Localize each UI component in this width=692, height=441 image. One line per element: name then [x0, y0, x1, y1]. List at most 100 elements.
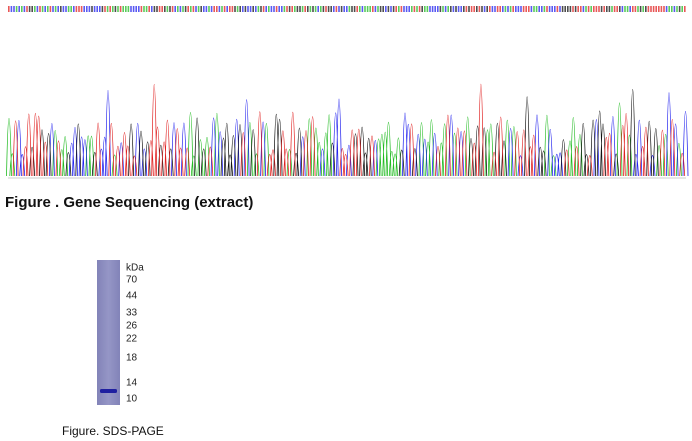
gel-caption: Figure. SDS-PAGE: [62, 424, 164, 438]
base-glyph: [455, 6, 457, 12]
base-glyph: [356, 6, 358, 12]
base-glyph: [587, 6, 590, 12]
base-glyph: [184, 6, 187, 12]
base-glyph: [379, 6, 382, 12]
base-glyph: [504, 6, 507, 12]
base-glyph: [499, 6, 501, 12]
base-glyph: [234, 6, 236, 12]
base-glyph: [600, 6, 603, 12]
base-glyph: [106, 6, 109, 12]
base-glyph: [158, 6, 161, 12]
base-glyph: [507, 6, 509, 12]
base-glyph: [517, 6, 520, 12]
base-glyph: [88, 6, 91, 12]
base-glyph: [325, 6, 327, 12]
base-glyph: [515, 6, 517, 12]
base-glyph: [117, 6, 119, 12]
base-glyph: [489, 6, 491, 12]
base-glyph: [60, 6, 62, 12]
base-glyph: [257, 6, 260, 12]
base-glyph: [642, 6, 644, 12]
base-glyph: [296, 6, 299, 12]
base-glyph: [208, 6, 210, 12]
base-glyph: [595, 6, 598, 12]
base-glyph: [351, 6, 353, 12]
base-glyph: [101, 6, 104, 12]
base-glyph: [338, 6, 340, 12]
base-glyph: [127, 6, 130, 12]
base-glyph: [244, 6, 247, 12]
base-glyph: [567, 6, 569, 12]
base-glyph: [135, 6, 137, 12]
base-glyph: [96, 6, 98, 12]
base-glyph: [15, 6, 18, 12]
marker-label: 26: [126, 321, 138, 332]
base-glyph: [366, 6, 369, 12]
base-glyph: [647, 6, 650, 12]
base-glyph: [138, 6, 140, 12]
base-glyph: [288, 6, 291, 12]
unit-label: kDa: [126, 263, 144, 274]
base-glyph: [265, 6, 267, 12]
base-glyph: [52, 6, 54, 12]
base-glyph: [278, 6, 280, 12]
marker-labels: 70 44 33 26 22 18 14 10: [126, 275, 138, 405]
base-glyph: [340, 6, 343, 12]
base-glyph: [431, 6, 434, 12]
base-glyph: [130, 6, 132, 12]
base-glyph: [655, 6, 657, 12]
base-glyph: [112, 6, 114, 12]
base-glyph: [629, 6, 631, 12]
sequence-strip: [8, 6, 686, 12]
base-glyph: [247, 6, 249, 12]
base-glyph: [359, 6, 361, 12]
base-glyph: [273, 6, 275, 12]
base-glyph: [421, 6, 423, 12]
base-glyph: [413, 6, 416, 12]
base-glyph: [411, 6, 413, 12]
base-glyph: [67, 6, 70, 12]
base-glyph: [606, 6, 608, 12]
base-glyph: [10, 6, 13, 12]
base-glyph: [242, 6, 244, 12]
marker-label: 44: [126, 291, 138, 302]
base-glyph: [369, 6, 371, 12]
base-glyph: [463, 6, 465, 12]
base-glyph: [23, 6, 26, 12]
base-glyph: [483, 6, 486, 12]
base-glyph: [322, 6, 325, 12]
base-glyph: [119, 6, 122, 12]
base-glyph: [213, 6, 215, 12]
base-glyph: [270, 6, 273, 12]
base-glyph: [450, 6, 452, 12]
base-glyph: [460, 6, 462, 12]
base-glyph: [151, 6, 153, 12]
base-glyph: [301, 6, 304, 12]
base-glyph: [416, 6, 418, 12]
base-glyph: [75, 6, 78, 12]
base-glyph: [665, 6, 668, 12]
base-glyph: [468, 6, 470, 12]
base-glyph: [580, 6, 582, 12]
trace: [16, 90, 689, 177]
base-glyph: [613, 6, 616, 12]
base-glyph: [569, 6, 572, 12]
base-glyph: [291, 6, 293, 12]
gel-lane: [97, 260, 120, 405]
base-glyph: [522, 6, 525, 12]
base-glyph: [195, 6, 197, 12]
marker-label: 22: [126, 334, 138, 345]
base-glyph: [260, 6, 262, 12]
sequencing-caption: Figure . Gene Sequencing (extract): [5, 194, 254, 211]
base-glyph: [166, 6, 169, 12]
base-glyph: [177, 6, 179, 12]
base-glyph: [83, 6, 85, 12]
base-glyph: [639, 6, 642, 12]
base-glyph: [153, 6, 156, 12]
base-glyph: [122, 6, 124, 12]
base-glyph: [530, 6, 533, 12]
protein-band: [100, 389, 117, 393]
base-glyph: [650, 6, 652, 12]
base-glyph: [374, 6, 377, 12]
